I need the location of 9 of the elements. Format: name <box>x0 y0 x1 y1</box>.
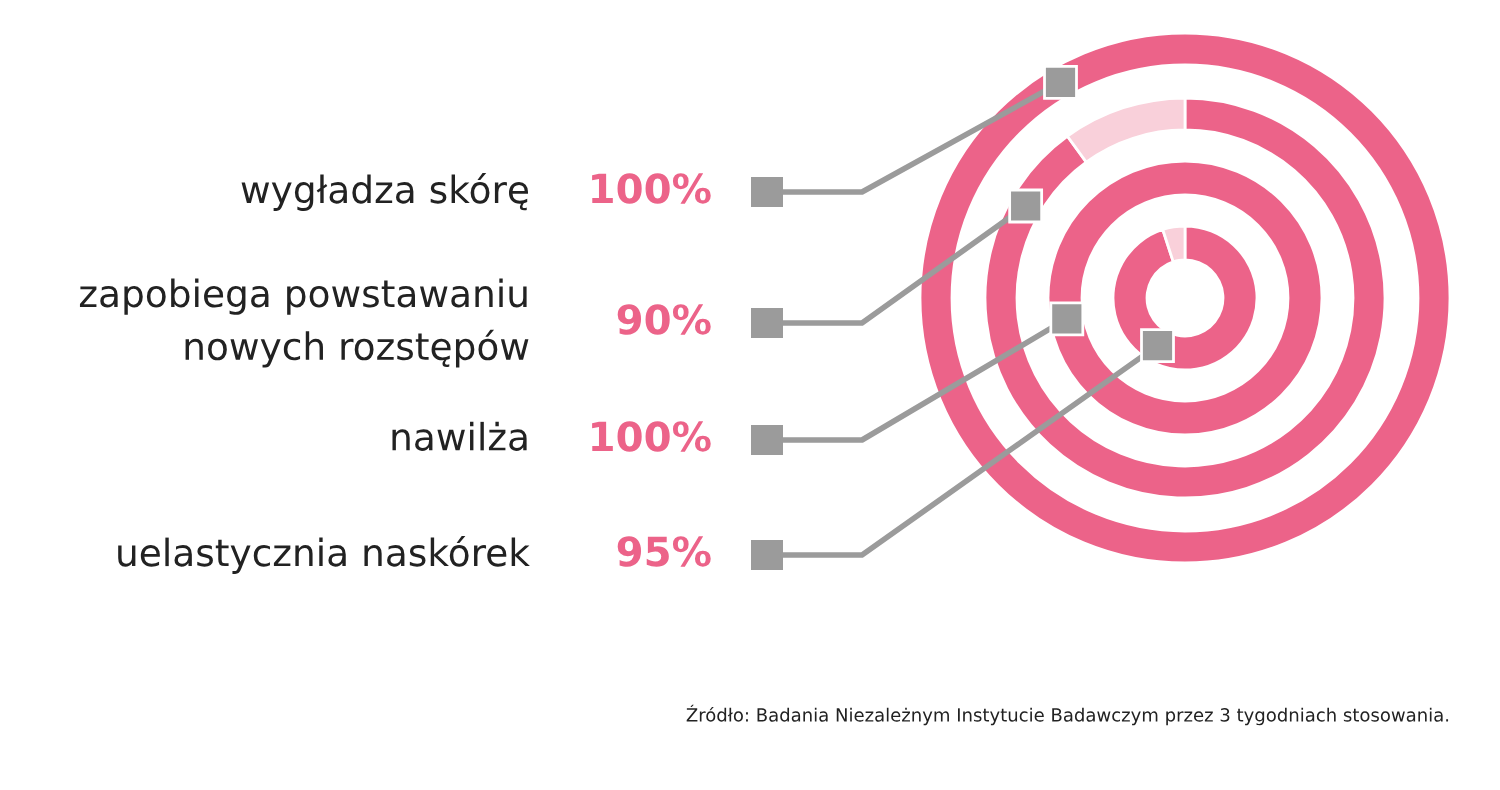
category-label: nawilża <box>392 421 527 451</box>
data-label: 100% <box>592 421 711 452</box>
category-label: zapobiega powstawaniu nowych rozstępów <box>79 278 529 368</box>
category-label: uelastycznia naskórek <box>118 536 530 574</box>
text: Źródło: Badania Niezależnym Instytucie Badawczym przez 3 tygodniach stosowania. <box>686 704 1449 726</box>
data-label: 100% <box>592 173 711 204</box>
data-label: 90% <box>617 304 711 335</box>
data-label: 95% <box>617 536 711 567</box>
category-label: wygładza skórę <box>241 173 528 211</box>
